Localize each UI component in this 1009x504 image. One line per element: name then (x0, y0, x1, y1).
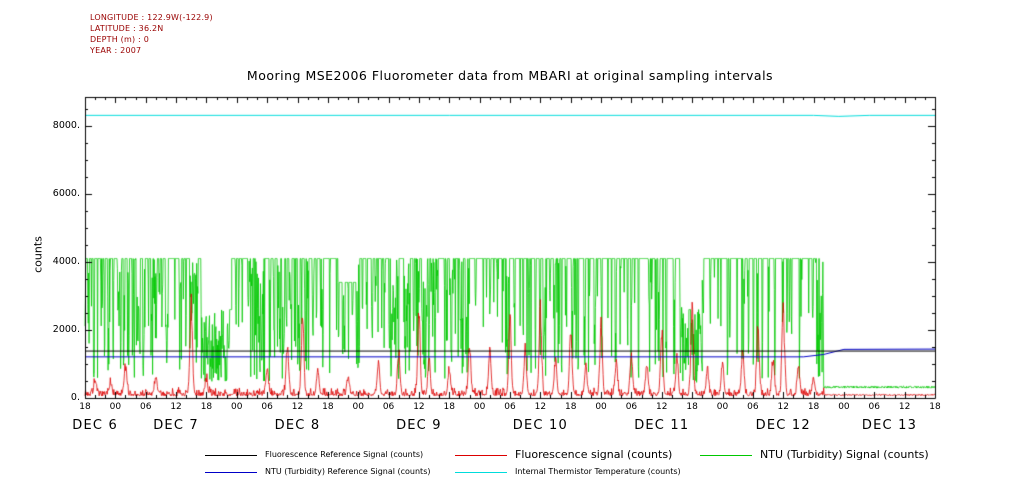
x-tick-label: 12 (534, 402, 547, 412)
y-tick-label: 4000. (52, 255, 80, 267)
x-tick-label: 00 (109, 402, 122, 412)
x-day-label: DEC 10 (512, 418, 568, 433)
x-tick-label: 12 (291, 402, 304, 412)
x-tick-label: 18 (807, 402, 820, 412)
x-tick-label: 06 (504, 402, 516, 412)
x-tick-label: 18 (929, 402, 941, 412)
meta-year: YEAR : 2007 (90, 46, 142, 55)
x-tick-label: 18 (686, 402, 698, 412)
x-tick-label: 18 (200, 402, 213, 412)
x-tick-label: 18 (322, 402, 334, 412)
x-tick-label: 00 (473, 402, 486, 412)
x-tick-label: 12 (413, 402, 425, 412)
x-day-label: DEC 9 (396, 418, 442, 433)
x-tick-label: 00 (716, 402, 729, 412)
x-tick-label: 18 (79, 402, 91, 412)
y-tick-label: 0. (70, 392, 80, 403)
meta-latitude: LATITUDE : 36.2N (90, 24, 164, 33)
x-tick-label: 00 (352, 402, 364, 412)
legend-line-sample (700, 455, 752, 456)
y-tick-label: 8000. (52, 119, 80, 131)
x-tick-label: 18 (564, 402, 577, 412)
legend-label: NTU (Turbidity) Signal (counts) (760, 448, 929, 461)
legend-label: Internal Thermistor Temperature (counts) (515, 467, 681, 476)
x-tick-label: 06 (625, 402, 638, 412)
x-tick-label: 00 (231, 402, 243, 412)
legend-line-sample (205, 455, 257, 456)
x-tick-label: 06 (868, 402, 880, 412)
x-tick-label: 12 (656, 402, 668, 412)
legend-line-sample (205, 472, 257, 473)
x-tick-label: 06 (382, 402, 395, 412)
x-tick-label: 00 (838, 402, 850, 412)
x-tick-label: 12 (170, 402, 182, 412)
x-tick-label: 06 (747, 402, 759, 412)
y-tick-label: 2000. (52, 323, 80, 335)
x-tick-label: 12 (777, 402, 789, 412)
x-tick-label: 00 (595, 402, 607, 412)
y-axis-label: counts (31, 236, 45, 273)
x-day-label: DEC 13 (861, 418, 918, 433)
meta-longitude: LONGITUDE : 122.9W(-122.9) (90, 13, 213, 22)
legend-label: Fluorescence Reference Signal (counts) (265, 450, 424, 459)
x-day-label: DEC 8 (274, 418, 321, 433)
x-day-label: DEC 7 (153, 418, 199, 433)
x-tick-label: 18 (443, 402, 455, 412)
x-tick-label: 12 (898, 402, 911, 412)
chart-title: Mooring MSE2006 Fluorometer data from MB… (246, 68, 774, 83)
x-tick-label: 06 (261, 402, 273, 412)
legend-label: Fluorescence signal (counts) (515, 448, 673, 461)
legend-label: NTU (Turbidity) Reference Signal (counts… (265, 467, 431, 476)
x-day-label: DEC 12 (755, 418, 811, 433)
x-day-label: DEC 6 (72, 418, 118, 433)
meta-depth: DEPTH (m) : 0 (90, 35, 149, 44)
legend-line-sample (455, 472, 507, 473)
x-tick-label: 06 (139, 402, 152, 412)
y-tick-label: 6000. (52, 187, 80, 199)
legend-line-sample (455, 455, 507, 456)
x-day-label: DEC 11 (634, 418, 690, 433)
